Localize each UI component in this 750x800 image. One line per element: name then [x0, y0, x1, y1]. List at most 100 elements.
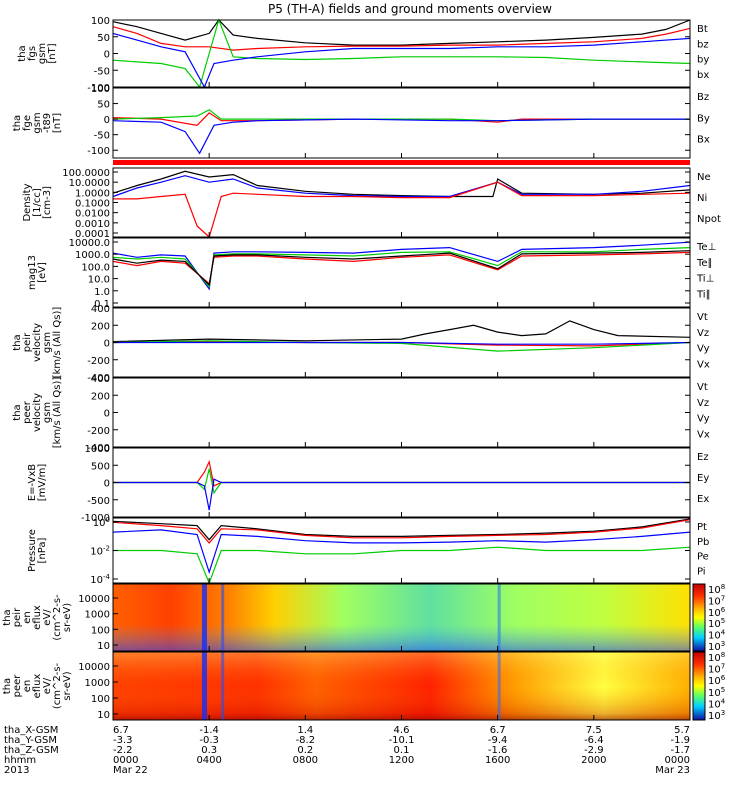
chart-title: P5 (TH-A) fields and ground moments over… [268, 2, 552, 16]
y-axis-label: en [22, 680, 33, 693]
series-line-Te∥ [112, 250, 691, 287]
y-axis-label: [mV/m] [37, 464, 48, 502]
ephemeris-value: -1.9 [670, 735, 690, 746]
y-tick-label: 0 [104, 50, 110, 61]
y-axis-label: -t89 [42, 113, 53, 133]
ephemeris-value: -2.2 [113, 745, 133, 756]
series-line-Ti∥ [112, 247, 691, 288]
y-axis-label: sr-eV) [62, 603, 73, 632]
series-line-Ti⊥ [112, 241, 691, 291]
y-tick-label: 50 [97, 100, 110, 111]
ephemeris-value: -3.3 [113, 735, 133, 746]
colorbar-tick-exponent: 8 [721, 583, 725, 591]
panel-density: 100.000010.00001.00000.10000.01000.00100… [22, 167, 721, 240]
panel-fge: 100 50 0 -50 -100 Bz By Bx tha fge gsm -t89 [nT] [12, 84, 710, 159]
y-tick-exponent: 0 [106, 516, 110, 524]
y-tick-label: 1000 [85, 610, 110, 621]
y-axis-label: peer [12, 674, 23, 698]
x-tick-label: 2000 [581, 755, 606, 766]
y-tick-label: 1000 [85, 444, 110, 455]
series-line-Pt [112, 518, 691, 541]
legend-Vx: Vx [697, 359, 710, 370]
ephemeris-value: 0.2 [297, 745, 313, 756]
ephemeris-value: 0.3 [201, 745, 217, 756]
y-tick-label: 1000 [85, 678, 110, 689]
series-line-Ne [113, 181, 691, 239]
y-tick-label: -50 [94, 131, 110, 142]
y-tick-label: -500 [87, 496, 110, 507]
y-tick-label: 50 [97, 33, 110, 44]
panel-peer_velocity: 400 200 0 -200 -400 Vt Vz Vy Vx tha peer velocity gs… [12, 374, 710, 454]
legend-Ez: Ez [697, 452, 709, 463]
y-tick-label: 1000.0 [75, 250, 110, 261]
ephemeris-value: 6.7 [113, 725, 129, 736]
y-tick-label: 500 [91, 461, 110, 472]
date-end-label: Mar 23 [655, 765, 690, 776]
y-tick-label: 0.1 [94, 299, 110, 310]
y-axis-label: gsm [32, 112, 43, 133]
y-axis-label: en [22, 611, 33, 624]
y-tick-label: 10.0 [88, 275, 110, 286]
y-axis-label: (cm^2-s- [52, 662, 63, 709]
date-start-label: Mar 22 [113, 765, 148, 776]
panel-fgs: 100 50 0 -50 -100 Bt bz by bx tha fgs gsm [nT] [17, 16, 709, 94]
colorbar-tick-exponent: 4 [721, 697, 726, 705]
panel-peir_velocity: 400 200 0 -200 -400 Vt Vz Vy Vx tha peir velocity gs… [12, 304, 710, 384]
legend-Ti∥: Ti∥ [696, 289, 711, 300]
y-axis-label: tha [17, 45, 28, 61]
y-axis-label: eV/ [42, 609, 53, 626]
y-axis-label: gsm [37, 43, 48, 64]
y-axis-label: tha [12, 115, 23, 131]
y-axis-label: sr-eV) [62, 671, 73, 700]
ephemeris-label: tha_Y-GSM [4, 735, 57, 746]
legend-Vz: Vz [697, 328, 709, 339]
x-tick-label: 1200 [389, 755, 414, 766]
ephemeris-value: -10.1 [389, 735, 415, 746]
y-tick-label: 1.0 [94, 287, 110, 298]
series-line-Pi [112, 529, 691, 575]
ephemeris-value: 5.7 [674, 725, 690, 736]
y-tick-label: 200 [91, 321, 110, 332]
legend-Pt: Pt [697, 522, 707, 533]
legend-Vt: Vt [697, 382, 708, 393]
legend-Vz: Vz [697, 398, 709, 409]
colorbar-tick-exponent: 4 [721, 629, 726, 637]
y-tick-label: 100 [91, 16, 110, 27]
y-axis-label: [eV] [37, 262, 48, 283]
y-axis-label: [km/s (All Qs)] [52, 377, 63, 449]
y-axis-label: eV/ [42, 677, 53, 694]
y-axis-label: eflux [32, 674, 43, 699]
legend-Ex: Ex [697, 494, 709, 505]
x-tick-label: 1600 [485, 755, 510, 766]
spectrogram-dropout [201, 652, 207, 720]
y-tick-label: 100 [91, 694, 110, 705]
legend-By: By [697, 113, 710, 124]
y-tick-label: 100 [91, 84, 110, 95]
y-axis-label: peer [22, 400, 33, 424]
y-tick-exponent: -2 [103, 545, 110, 553]
legend-by: by [697, 55, 709, 66]
y-tick-label: 10 [97, 641, 110, 652]
colorbar-tick-exponent: 8 [721, 651, 725, 659]
y-tick-label: -400 [87, 443, 110, 454]
colorbar-tick-label: 103 [708, 709, 725, 722]
ephemeris-label: tha_Z-GSM [4, 745, 59, 756]
colorbar-tick-exponent: 3 [721, 640, 725, 648]
y-tick-label: 10.0000 [69, 178, 110, 189]
panel-efield: 1000 500 0 -500 -1000 Ez Ey Ex E=-VxB [mV/m] [27, 444, 709, 524]
legend-Vy: Vy [697, 344, 710, 355]
series-line-Bt [112, 19, 691, 46]
y-tick-exponent: -4 [103, 573, 111, 581]
y-axis-label: [1/cc] [32, 188, 43, 217]
ephemeris-value: -2.9 [584, 745, 604, 756]
series-line-Vx [113, 341, 691, 345]
x-tick-label: 0000 [113, 755, 138, 766]
y-tick-label: 0.0100 [75, 209, 110, 220]
ephemeris-value: -1.4 [199, 725, 219, 736]
legend-Vx: Vx [697, 429, 710, 440]
y-tick-label: 0.0010 [75, 219, 110, 230]
